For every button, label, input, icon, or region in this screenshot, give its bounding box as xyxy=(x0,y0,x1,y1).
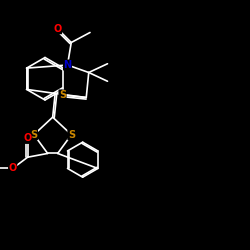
Text: O: O xyxy=(24,134,32,143)
Text: O: O xyxy=(8,164,17,173)
Text: S: S xyxy=(30,130,38,140)
Text: S: S xyxy=(68,130,75,140)
Text: S: S xyxy=(59,90,66,100)
Text: O: O xyxy=(53,24,62,34)
Text: N: N xyxy=(64,60,72,70)
